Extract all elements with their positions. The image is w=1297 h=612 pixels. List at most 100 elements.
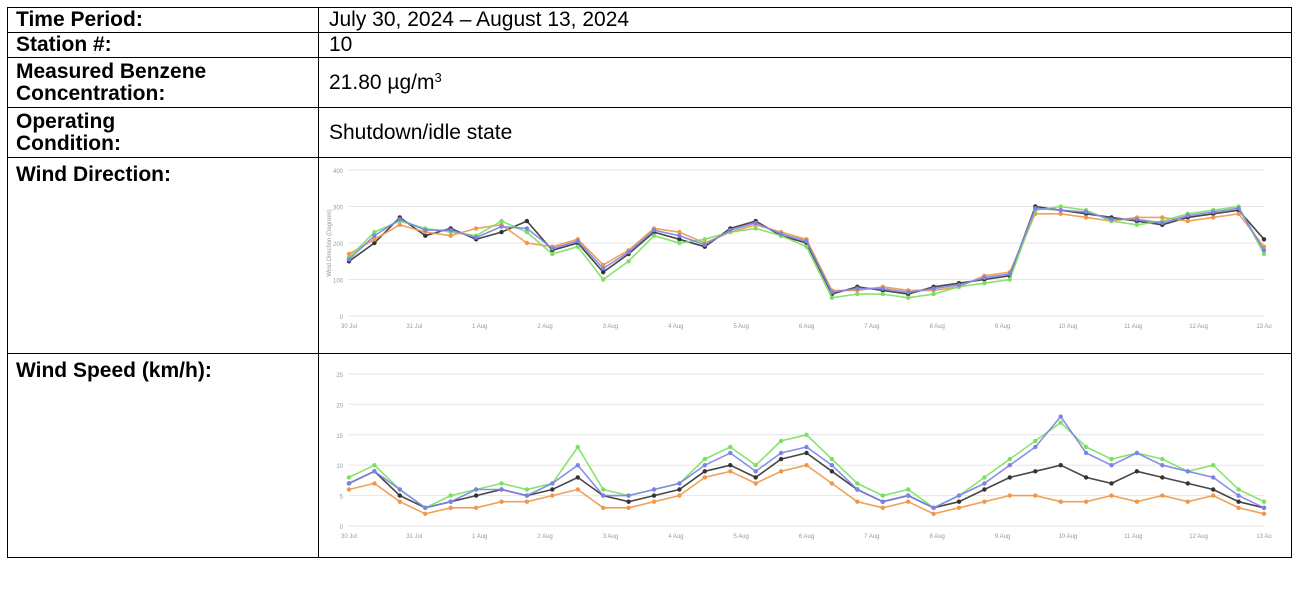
wind-speed-data-point [575, 463, 580, 468]
wind-speed-data-point [829, 469, 835, 474]
wind-speed-data-point [855, 487, 860, 492]
wind-speed-data-point [626, 505, 631, 510]
wind-speed-data-point [728, 444, 733, 450]
wind-direction-data-point [778, 231, 784, 237]
wind-direction-x-tick-label: 7 Aug [864, 324, 879, 330]
wind-direction-data-point [931, 291, 936, 297]
wind-direction-data-point [372, 237, 377, 242]
wind-direction-data-point [829, 295, 835, 300]
row-benzene: Measured Benzene Concentration: 21.80 µg… [7, 57, 1292, 108]
wind-speed-data-point [524, 487, 530, 492]
wind-speed-x-tick-label: 8 Aug [930, 534, 945, 540]
wind-speed-data-point [906, 487, 911, 492]
wind-speed-data-point [829, 456, 835, 462]
wind-speed-data-point [1160, 456, 1165, 462]
wind-direction-x-tick-label: 12 Aug [1189, 324, 1208, 330]
wind-speed-data-point [778, 450, 784, 456]
wind-direction-data-point [906, 290, 911, 295]
wind-speed-data-point [702, 456, 707, 462]
benzene-value: 21.80 µg/m3 [318, 57, 1292, 108]
wind-direction-data-point [1236, 206, 1241, 211]
wind-direction-y-tick-label: 0 [340, 315, 344, 321]
wind-direction-data-point [855, 286, 860, 291]
wind-direction-x-tick-label: 2 Aug [537, 324, 552, 330]
wind-direction-x-tick-label: 3 Aug [603, 324, 618, 330]
row-wind-speed: Wind Speed (km/h): 0 5 10 15 20 25 30 Jul 31 Ju… [7, 353, 1292, 558]
wind-speed-data-point [1261, 499, 1267, 504]
wind-direction-x-tick-label: 6 Aug [799, 324, 814, 330]
wind-direction-data-point [1160, 220, 1165, 226]
wind-direction-data-point [1261, 237, 1267, 242]
wind-direction-data-point [651, 228, 657, 233]
wind-speed-x-tick-label: 9 Aug [995, 534, 1010, 540]
wind-direction-data-point [524, 226, 530, 231]
wind-speed-data-point [804, 463, 809, 468]
wind-speed-series-line [348, 415, 1265, 509]
wind-speed-data-point [753, 469, 758, 474]
wind-direction-data-point [423, 233, 428, 238]
wind-direction-x-tick-label: 11 Aug [1124, 324, 1142, 330]
wind-speed-x-tick-label: 31 Jul [406, 534, 422, 540]
wind-direction-x-tick-label: 9 Aug [995, 324, 1010, 330]
row-wind-direction: Wind Direction: 0 100 200 300 400 Wind Direct… [7, 157, 1292, 354]
wind-direction-data-point [346, 251, 352, 257]
wind-speed-data-point [1007, 493, 1012, 498]
wind-speed-data-point [1236, 499, 1241, 504]
wind-direction-data-point [956, 282, 962, 288]
wind-direction-data-point [550, 246, 555, 251]
wind-speed-data-point [1261, 505, 1267, 510]
wind-direction-data-point [702, 237, 707, 242]
wind-speed-data-point [982, 487, 987, 492]
wind-speed-data-point [499, 487, 504, 492]
wind-direction-data-point [601, 270, 606, 275]
wind-direction-data-point [397, 217, 402, 222]
wind-direction-x-tick-label: 13 Au [1256, 324, 1271, 330]
wind-direction-x-tick-label: 5 Aug [733, 324, 748, 330]
wind-direction-data-point [626, 259, 631, 264]
wind-speed-data-point [1007, 475, 1012, 480]
wind-speed-data-point [1083, 475, 1089, 480]
wind-speed-data-point [1007, 456, 1012, 462]
wind-speed-y-tick-label: 5 [340, 495, 344, 501]
wind-speed-chart: 0 5 10 15 20 25 30 Jul 31 Jul 1 Aug 2 Aug 3 Aug 4 A… [336, 373, 1271, 540]
wind-speed-data-point [1058, 420, 1063, 425]
wind-speed-data-point [575, 487, 580, 492]
wind-speed-data-point [1185, 481, 1190, 486]
wind-direction-data-point [601, 277, 606, 282]
wind-direction-data-point [804, 239, 809, 244]
wind-direction-data-point [702, 242, 707, 247]
wind-speed-x-tick-label: 3 Aug [603, 534, 618, 540]
wind-speed-x-tick-label: 12 Aug [1189, 534, 1208, 540]
wind-speed-data-point [829, 481, 835, 486]
wind-direction-data-point [372, 233, 377, 238]
wind-speed-data-point [499, 499, 504, 504]
wind-speed-data-point [1211, 493, 1216, 498]
wind-speed-data-point [1211, 463, 1216, 468]
wind-direction-data-point [1109, 217, 1114, 222]
wind-speed-data-point [1058, 463, 1063, 468]
wind-speed-data-point [753, 463, 758, 468]
wind-direction-data-point [804, 244, 809, 249]
wind-direction-data-point [677, 229, 682, 235]
wind-direction-data-point [1134, 222, 1140, 227]
wind-direction-y-tick-label: 100 [333, 279, 344, 285]
time-period-value: July 30, 2024 – August 13, 2024 [318, 7, 1292, 33]
wind-speed-data-point [575, 444, 580, 450]
wind-speed-data-point [804, 450, 809, 456]
wind-speed-data-point [1109, 481, 1114, 486]
wind-speed-y-tick-label: 10 [336, 464, 343, 470]
wind-speed-data-point [880, 493, 885, 498]
wind-direction-data-point [473, 226, 479, 231]
wind-direction-data-point [677, 240, 682, 246]
wind-speed-data-point [778, 469, 784, 474]
wind-direction-chart: 0 100 200 300 400 Wind Direction (Degrees) 30 … [327, 169, 1272, 330]
wind-speed-data-point [778, 456, 784, 462]
wind-speed-data-point [550, 487, 555, 492]
wind-direction-data-point [1058, 208, 1063, 213]
wind-direction-y-tick-label: 400 [333, 169, 344, 175]
wind-direction-data-point [1185, 218, 1190, 224]
wind-speed-data-point [473, 493, 479, 498]
wind-direction-data-point [524, 229, 530, 235]
wind-speed-y-tick-label: 15 [336, 434, 343, 440]
wind-speed-data-point [550, 493, 555, 498]
